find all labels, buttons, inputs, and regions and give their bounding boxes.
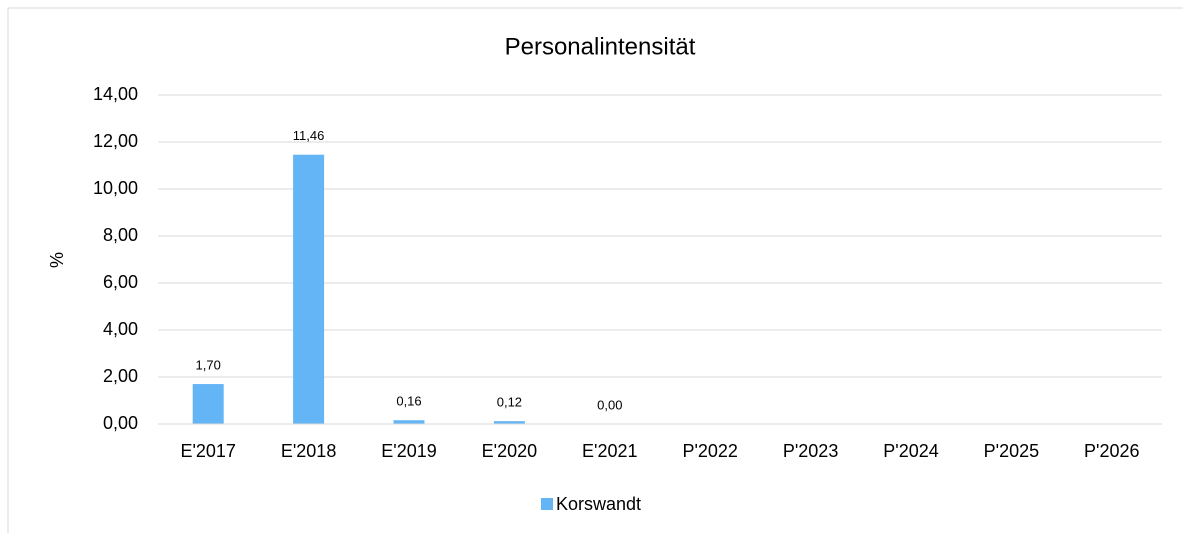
value-label: 1,70 <box>196 357 221 372</box>
y-tick-label: 14,00 <box>93 84 138 104</box>
value-label: 11,46 <box>293 128 325 143</box>
y-tick-label: 10,00 <box>93 178 138 198</box>
chart-title: Personalintensität <box>505 33 696 60</box>
bar <box>493 421 525 424</box>
y-tick-label: 12,00 <box>93 131 138 151</box>
legend-swatch <box>541 498 553 510</box>
x-tick-label: P'2023 <box>783 441 839 461</box>
bar <box>192 384 224 424</box>
value-label: 0,00 <box>597 397 622 412</box>
y-tick-label: 0,00 <box>103 413 138 433</box>
x-tick-label: E'2021 <box>582 441 638 461</box>
x-tick-label: P'2024 <box>883 441 939 461</box>
y-axis-label: % <box>47 252 67 268</box>
x-tick-label: E'2019 <box>381 441 437 461</box>
y-tick-label: 2,00 <box>103 366 138 386</box>
value-label: 0,16 <box>396 394 421 409</box>
bar <box>393 420 425 424</box>
y-tick-label: 8,00 <box>103 225 138 245</box>
x-tick-label: E'2020 <box>482 441 538 461</box>
bar <box>293 154 325 424</box>
value-label: 0,12 <box>497 395 522 410</box>
x-tick-label: P'2026 <box>1084 441 1140 461</box>
x-tick-label: P'2025 <box>984 441 1040 461</box>
x-tick-label: E'2017 <box>180 441 236 461</box>
x-tick-label: P'2022 <box>682 441 738 461</box>
y-tick-label: 6,00 <box>103 272 138 292</box>
legend-label: Korswandt <box>556 494 641 514</box>
chart-frame <box>7 7 1183 533</box>
y-tick-label: 4,00 <box>103 319 138 339</box>
x-tick-label: E'2018 <box>281 441 337 461</box>
